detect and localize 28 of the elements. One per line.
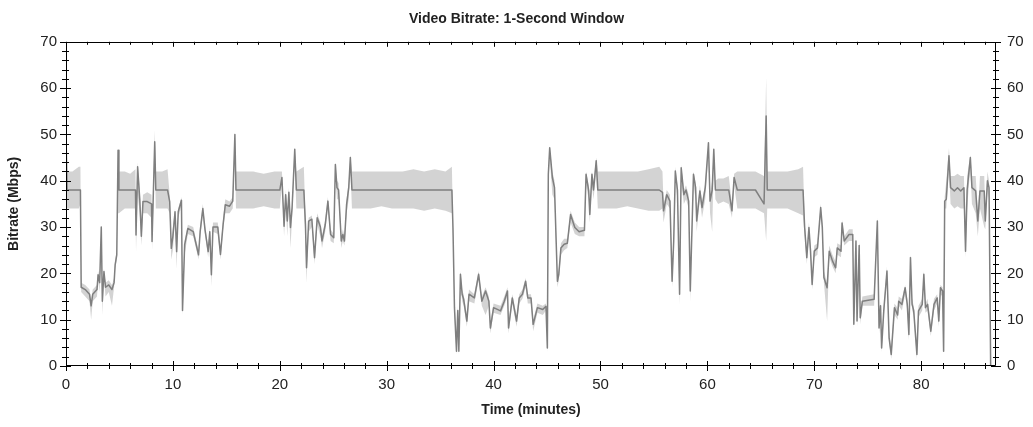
y2-tick-label: 20 — [1007, 263, 1024, 281]
y-tick-label: 70 — [40, 31, 57, 49]
y2-tick-label: 50 — [1007, 124, 1024, 142]
x-tick-label: 80 — [912, 375, 930, 393]
x-tick-label: 10 — [164, 375, 182, 393]
x-tick-label: 50 — [592, 375, 609, 393]
x-axis-title: Time (minutes) — [481, 401, 581, 418]
y-tick-label: 60 — [40, 78, 57, 96]
y-tick-label: 20 — [40, 263, 57, 281]
y-tick-label: 50 — [40, 124, 57, 142]
y2-tick-label: 30 — [1007, 217, 1024, 235]
y2-tick-label: 0 — [1007, 356, 1016, 374]
y2-tick-label: 40 — [1007, 170, 1024, 188]
y2-tick-label: 70 — [1007, 31, 1024, 49]
x-tick-label: 30 — [378, 375, 396, 393]
y2-tick-label: 60 — [1007, 78, 1024, 96]
x-tick-label: 20 — [271, 375, 289, 393]
x-tick-label: 60 — [699, 375, 716, 393]
y-tick-label: 30 — [40, 217, 57, 235]
chart-title: Video Bitrate: 1-Second Window — [408, 10, 625, 27]
x-tick-label: 40 — [485, 375, 502, 393]
y-tick-label: 40 — [40, 170, 57, 188]
x-tick-label: 70 — [805, 375, 823, 393]
y2-tick-label: 10 — [1007, 309, 1024, 327]
x-tick-label: 0 — [61, 375, 71, 393]
y-tick-label: 0 — [48, 356, 57, 374]
y-tick-label: 10 — [40, 309, 57, 327]
y-axis-title: Bitrate (Mbps) — [5, 156, 22, 251]
